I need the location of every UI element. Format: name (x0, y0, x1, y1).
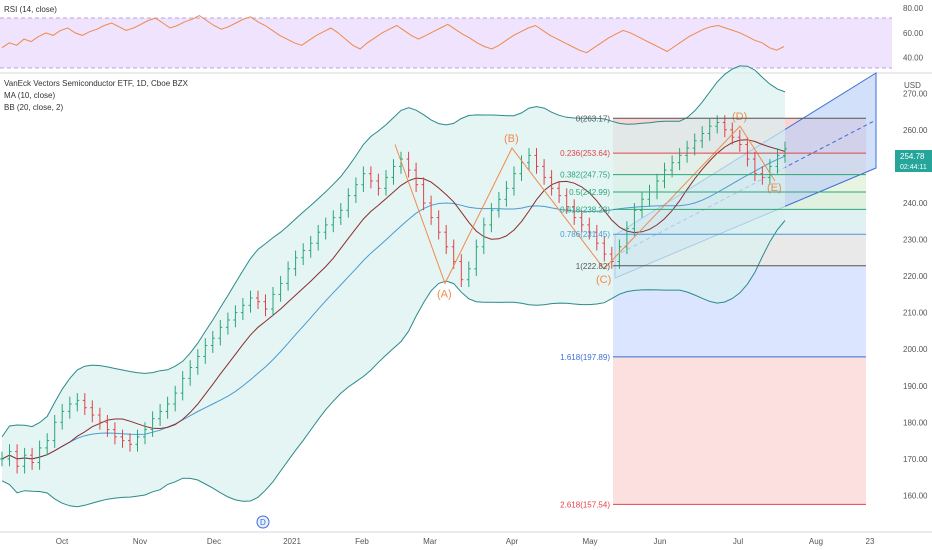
price-pane: (A) (B) (C) (D) (E) 0(263.17) 0.236(253.64) 0.… (0, 65, 932, 509)
bollinger-upper (1, 65, 786, 438)
price-tick-label: 160.00 (903, 491, 928, 500)
price-tick-label: 220.00 (903, 272, 928, 281)
price-tick-label: 210.00 (903, 309, 928, 318)
elliott-wave-line (394, 125, 776, 285)
fibonacci-labels: 0(263.17) 0.236(253.64) 0.382(247.75) 0.5(2… (560, 114, 866, 509)
rsi-band (0, 18, 892, 68)
rsi-tick-label: 40.00 (903, 54, 924, 63)
dividend-marker[interactable] (256, 515, 270, 529)
currency-label: USD (904, 81, 921, 90)
fib-level-label: 1(222.82) (576, 262, 611, 271)
rsi-tick-label: 80.00 (903, 4, 924, 13)
rsi-pane: RSI (14, close) 40.00 60.00 80.00 (0, 4, 924, 69)
wave-label: (D) (732, 111, 747, 123)
fib-level-label: 0(263.17) (576, 114, 611, 123)
rsi-line (1, 15, 785, 54)
price-tick-label: 200.00 (903, 345, 928, 354)
price-tick-label: 230.00 (903, 236, 928, 245)
price-tag-value: 254.78 (900, 152, 925, 161)
wave-label: (A) (437, 288, 452, 300)
moving-average-line (1, 139, 786, 460)
rsi-y-axis: 40.00 60.00 80.00 (903, 4, 924, 62)
bollinger-fill (2, 65, 785, 507)
price-tick-label: 170.00 (903, 455, 928, 464)
wave-label: (C) (596, 274, 611, 286)
price-tag-countdown: 02:44:11 (900, 164, 927, 171)
price-tick-label: 260.00 (903, 126, 928, 135)
rsi-title: RSI (14, close) (4, 5, 57, 14)
wave-label: (E) (767, 182, 782, 194)
time-tick-label: Dec (207, 537, 221, 546)
time-tick-label: 2021 (283, 537, 301, 546)
time-tick-label: May (582, 537, 597, 546)
bb-legend: BB (20, close, 2) (4, 103, 63, 112)
price-tick-label: 240.00 (903, 199, 928, 208)
time-tick-label: Feb (355, 537, 369, 546)
chart-title: VanEck Vectors Semiconductor ETF, 1D, Cb… (4, 79, 189, 88)
bollinger-basis (1, 155, 786, 460)
fib-level-label: 0.5(242.99) (569, 188, 610, 197)
fib-level-label: 0.786(231.45) (560, 230, 610, 239)
ma-legend: MA (10, close) (4, 91, 55, 100)
price-tick-label: 190.00 (903, 382, 928, 391)
time-tick-label: Apr (506, 537, 519, 546)
fib-level-label: 0.382(247.75) (560, 171, 610, 180)
fib-zone (613, 356, 866, 505)
time-tick-label: Jun (654, 537, 667, 546)
rsi-tick-label: 60.00 (903, 29, 924, 38)
price-bars (0, 115, 787, 474)
wave-labels: (A) (B) (C) (D) (E) (437, 111, 782, 300)
fib-level-label: 1.618(197.89) (560, 353, 610, 362)
fib-level-label: 2.618(157.54) (560, 500, 610, 509)
fib-level-label: 0.236(253.64) (560, 149, 610, 158)
bollinger-lower (1, 220, 786, 508)
fib-level-label: 0.618(238.23) (560, 205, 610, 214)
time-tick-label: Oct (56, 537, 69, 546)
price-tick-label: 180.00 (903, 418, 928, 427)
time-tick-label: Nov (133, 537, 147, 546)
time-tick-label: Jul (733, 537, 743, 546)
time-tick-label: Mar (423, 537, 437, 546)
price-tick-label: 270.00 (903, 89, 928, 98)
price-tag (895, 150, 932, 172)
time-x-axis: Oct Nov Dec 2021 Feb Mar Apr May Jun Jul Aug 23 (56, 537, 875, 546)
time-tick-label: Aug (809, 537, 823, 546)
time-tick-label: 23 (866, 537, 875, 546)
wave-label: (B) (504, 133, 519, 145)
dividend-marker-label: D (260, 518, 266, 527)
